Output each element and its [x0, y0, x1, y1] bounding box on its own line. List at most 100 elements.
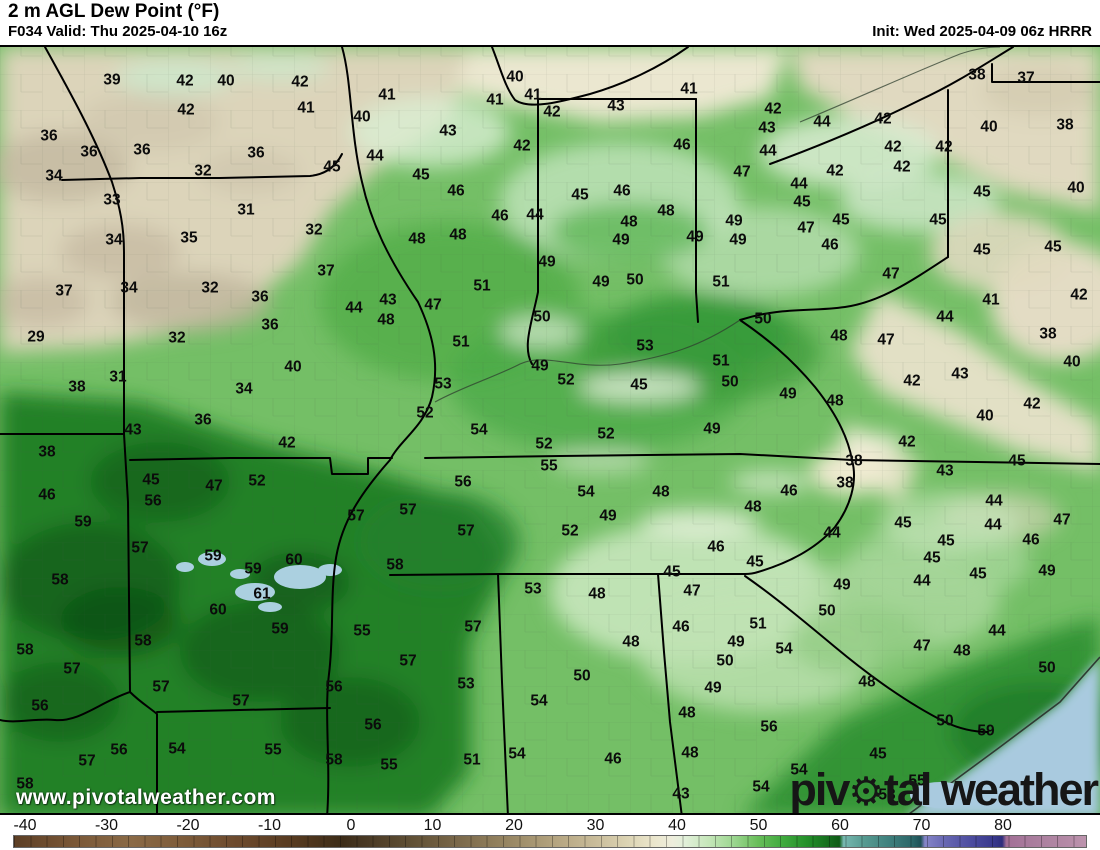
- dewpoint-label: 46: [780, 483, 798, 500]
- dewpoint-label: 48: [744, 499, 762, 516]
- dewpoint-label: 38: [1056, 117, 1074, 134]
- dewpoint-label: 42: [826, 163, 843, 180]
- dewpoint-label: 48: [830, 328, 848, 345]
- lake-erie-north-shore: [799, 47, 1001, 123]
- dewpoint-label: 49: [1038, 563, 1056, 580]
- dewpoint-label: 50: [721, 374, 738, 391]
- dewpoint-label: 44: [936, 309, 954, 326]
- dewpoint-label: 38: [38, 444, 56, 461]
- dewpoint-label: 54: [470, 422, 488, 439]
- dewpoint-label: 60: [209, 602, 226, 619]
- dewpoint-label: 42: [893, 159, 910, 176]
- county-lines-texture: [0, 47, 1100, 813]
- dewpoint-label: 47: [205, 478, 222, 495]
- dewpoint-label: 42: [764, 101, 781, 118]
- dewpoint-label: 44: [823, 525, 841, 542]
- dewpoint-label: 48: [408, 231, 426, 248]
- dewpoint-label: 57: [464, 619, 481, 636]
- dewpoint-label: 31: [109, 369, 127, 386]
- dewpoint-label: 51: [712, 274, 730, 291]
- dewpoint-label: 36: [133, 142, 151, 159]
- dewpoint-label: 34: [45, 168, 63, 185]
- dewpoint-label: 48: [681, 745, 699, 762]
- dewpoint-label: 43: [936, 463, 954, 480]
- dewpoint-label: 51: [749, 616, 767, 633]
- dewpoint-label: 52: [561, 523, 578, 540]
- dewpoint-label: 48: [449, 227, 467, 244]
- dewpoint-label: 45: [1044, 239, 1062, 256]
- colorbar-tick: 10: [423, 817, 442, 834]
- dewpoint-label: 58: [325, 752, 343, 769]
- dewpoint-label: 46: [821, 237, 839, 254]
- dewpoint-label: 46: [604, 751, 622, 768]
- dewpoint-label: 32: [168, 330, 185, 347]
- border-arkansas-louisiana: [156, 707, 331, 713]
- dewpoint-label: 48: [622, 634, 640, 651]
- colorbar-tick: 0: [346, 817, 356, 834]
- dewpoint-label: 48: [953, 643, 971, 660]
- dewpoint-label: 42: [1070, 287, 1087, 304]
- dewpoint-label: 49: [538, 254, 556, 271]
- dewpoint-label: 47: [877, 332, 894, 349]
- dewpoint-label: 32: [201, 280, 218, 297]
- dewpoint-label: 36: [194, 412, 212, 429]
- dewpoint-label: 55: [264, 742, 282, 759]
- dewpoint-label: 54: [508, 746, 526, 763]
- dewpoint-label: 44: [526, 207, 544, 224]
- dewpoint-label: 41: [486, 92, 504, 109]
- model-init-label: Init: Wed 2025-04-09 06z HRRR: [872, 23, 1092, 40]
- dewpoint-label: 49: [833, 577, 851, 594]
- dewpoint-label: 38: [836, 475, 854, 492]
- dewpoint-label: 58: [51, 572, 69, 589]
- pivotal-weather-logo: piv⚙tal weather: [789, 767, 1099, 813]
- dewpoint-label: 45: [937, 533, 955, 550]
- dewpoint-label: 41: [378, 87, 396, 104]
- dewpoint-label: 56: [760, 719, 778, 736]
- dewpoint-label: 45: [323, 159, 341, 176]
- dewpoint-label: 50: [626, 272, 643, 289]
- border-tennessee-south: [389, 573, 746, 576]
- dewpoint-label: 48: [377, 312, 395, 329]
- dewpoint-label: 53: [524, 581, 542, 598]
- dewpoint-label: 55: [540, 458, 558, 475]
- dewpoint-label: 50: [754, 311, 771, 328]
- dewpoint-label: 51: [712, 353, 730, 370]
- dewpoint-label: 34: [120, 280, 138, 297]
- dewpoint-label: 36: [247, 145, 265, 162]
- border-lake-michigan-shore: [491, 47, 689, 106]
- dewpoint-label: 48: [826, 393, 844, 410]
- dewpoint-label: 51: [463, 752, 481, 769]
- map-canvas[interactable]: 39 42 40 42 42 41 40 36 36 36 36 32 45 34 33 31 32 34 35 40…: [0, 45, 1100, 815]
- border-red-river: [0, 691, 131, 723]
- dewpoint-label: 49: [779, 386, 797, 403]
- dewpoint-label: 45: [869, 746, 887, 763]
- watermark-url: www.pivotalweather.com: [16, 786, 276, 809]
- dewpoint-label: 53: [636, 338, 654, 355]
- colorbar-tick: -30: [94, 817, 119, 834]
- dewpoint-label: 47: [424, 297, 441, 314]
- dewpoint-label: 49: [592, 274, 610, 291]
- dewpoint-label: 54: [752, 779, 770, 796]
- rivers: [434, 47, 1001, 403]
- dewpoint-label: 46: [673, 137, 691, 154]
- dewpoint-label: 57: [63, 661, 80, 678]
- border-iowa-missouri: [61, 153, 343, 181]
- dewpoint-label: 57: [152, 679, 169, 696]
- dewpoint-label: 42: [874, 111, 891, 128]
- dewpoint-label: 33: [103, 192, 121, 209]
- dewpoint-label: 52: [416, 405, 433, 422]
- dewpoint-label: 45: [571, 187, 589, 204]
- dewpoint-label: 56: [454, 474, 472, 491]
- dewpoint-label: 54: [168, 741, 186, 758]
- dewpoint-label: 48: [858, 674, 876, 691]
- dewpoint-label: 44: [984, 517, 1002, 534]
- border-kentucky-tennessee-virginia-northcarolina: [424, 453, 1100, 465]
- dewpoint-label: 50: [533, 309, 550, 326]
- dewpoint-label: 52: [535, 436, 552, 453]
- dewpoint-label: 40: [976, 408, 993, 425]
- dewpoint-label: 40: [1067, 180, 1084, 197]
- dewpoint-label: 51: [452, 334, 470, 351]
- dewpoint-label: 48: [652, 484, 670, 501]
